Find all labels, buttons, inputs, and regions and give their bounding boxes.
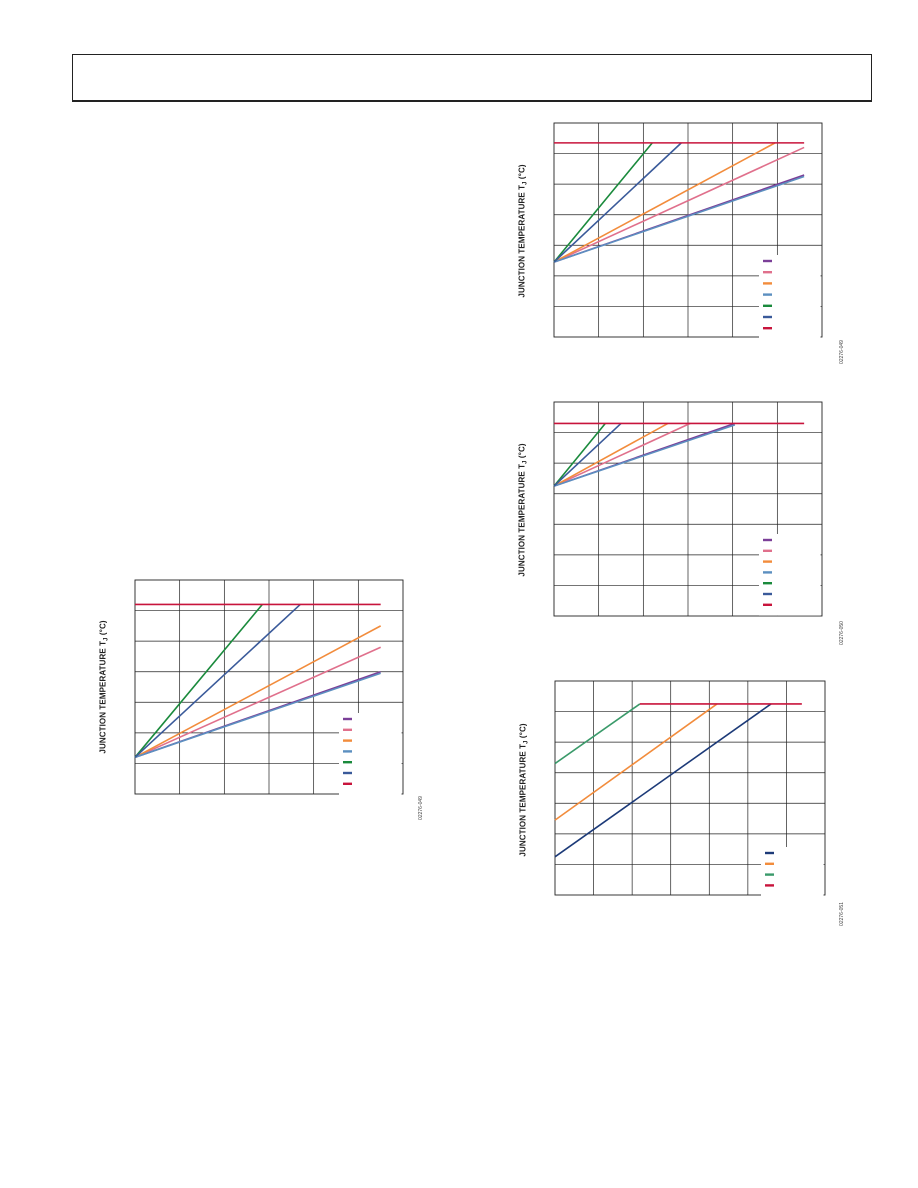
chart-3-figure-code: 02276-051	[839, 902, 845, 926]
plot-frame	[134, 579, 404, 795]
chart-1-series-line-3	[553, 175, 805, 263]
plot-frame	[553, 122, 823, 338]
chart-0-series-line-1	[134, 646, 381, 759]
page-header-box	[72, 54, 872, 102]
chart-2-series-line-4	[553, 422, 606, 487]
chart-1-series-line-4	[553, 142, 653, 263]
chart-2-series-line-3	[553, 424, 736, 487]
legend-background	[339, 713, 402, 795]
chart-1-series-line-5	[553, 142, 682, 263]
chart-2-series-line-1	[553, 422, 691, 487]
legend-background	[759, 534, 821, 616]
chart-2-series-line-5	[553, 422, 622, 487]
chart-0-series-line-4	[134, 603, 263, 758]
chart-0-series-line-5	[134, 603, 301, 758]
plot-frame	[553, 401, 823, 617]
chart-1-series-line-1	[553, 146, 805, 263]
legend-background	[761, 847, 824, 897]
chart-3-series-line-0	[554, 703, 772, 858]
plot-frame	[554, 680, 826, 896]
chart-0-series-line-2	[134, 625, 382, 759]
legend-background	[759, 255, 821, 340]
chart-2-series-line-2	[553, 422, 669, 487]
chart-3-series-line-2	[554, 703, 641, 765]
chart-0-grid	[134, 579, 404, 795]
chart-3-ylabel: JUNCTION TEMPERATURE TJ (°C)	[518, 723, 530, 857]
chart-0-series-line-3	[134, 672, 381, 759]
chart-1-series-line-2	[553, 142, 776, 263]
chart-3-series-line-1	[554, 703, 718, 821]
